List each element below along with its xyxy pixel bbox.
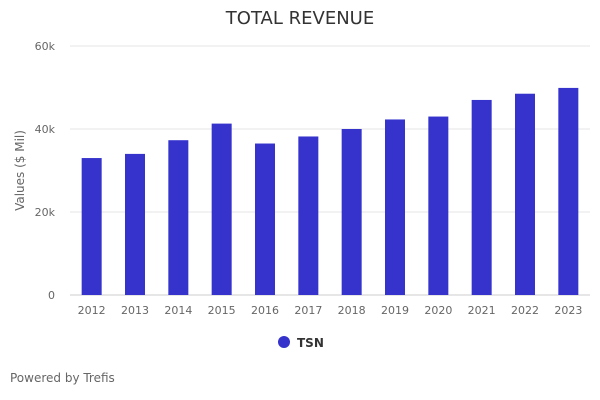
bar-2015[interactable]	[211, 123, 232, 295]
x-tick-label: 2017	[294, 304, 322, 317]
x-tick-label: 2015	[208, 304, 236, 317]
bar-2020[interactable]	[428, 116, 449, 295]
y-axis-label: Values ($ Mil)	[13, 130, 27, 211]
x-tick-label: 2023	[554, 304, 582, 317]
bar-2016[interactable]	[255, 143, 275, 295]
y-tick-label: 40k	[35, 123, 56, 136]
chart-title: TOTAL REVENUE	[225, 8, 374, 29]
bar-2021[interactable]	[471, 99, 492, 295]
y-tick-label: 20k	[35, 206, 56, 219]
powered-by-credit[interactable]: Powered by Trefis	[10, 371, 115, 385]
bar-2014[interactable]	[168, 140, 189, 295]
bar-2022[interactable]	[515, 93, 535, 295]
x-tick-label: 2021	[468, 304, 496, 317]
legend[interactable]: TSN	[278, 336, 324, 350]
x-tick-label: 2012	[78, 304, 106, 317]
bar-2017[interactable]	[298, 136, 319, 295]
bar-2012[interactable]	[81, 158, 102, 295]
x-tick-label: 2013	[121, 304, 149, 317]
bar-2013[interactable]	[125, 153, 145, 295]
x-tick-label: 2020	[424, 304, 452, 317]
x-tick-label: 2014	[164, 304, 192, 317]
x-tick-label: 2016	[251, 304, 279, 317]
legend-marker	[278, 336, 290, 348]
legend-label: TSN	[297, 336, 324, 350]
bar-2023[interactable]	[558, 87, 579, 295]
bar-2019[interactable]	[385, 119, 405, 295]
y-tick-label: 0	[48, 289, 55, 302]
y-tick-label: 60k	[35, 40, 56, 53]
x-tick-label: 2018	[338, 304, 366, 317]
x-tick-label: 2019	[381, 304, 409, 317]
bar-2018[interactable]	[341, 129, 362, 295]
x-tick-label: 2022	[511, 304, 539, 317]
